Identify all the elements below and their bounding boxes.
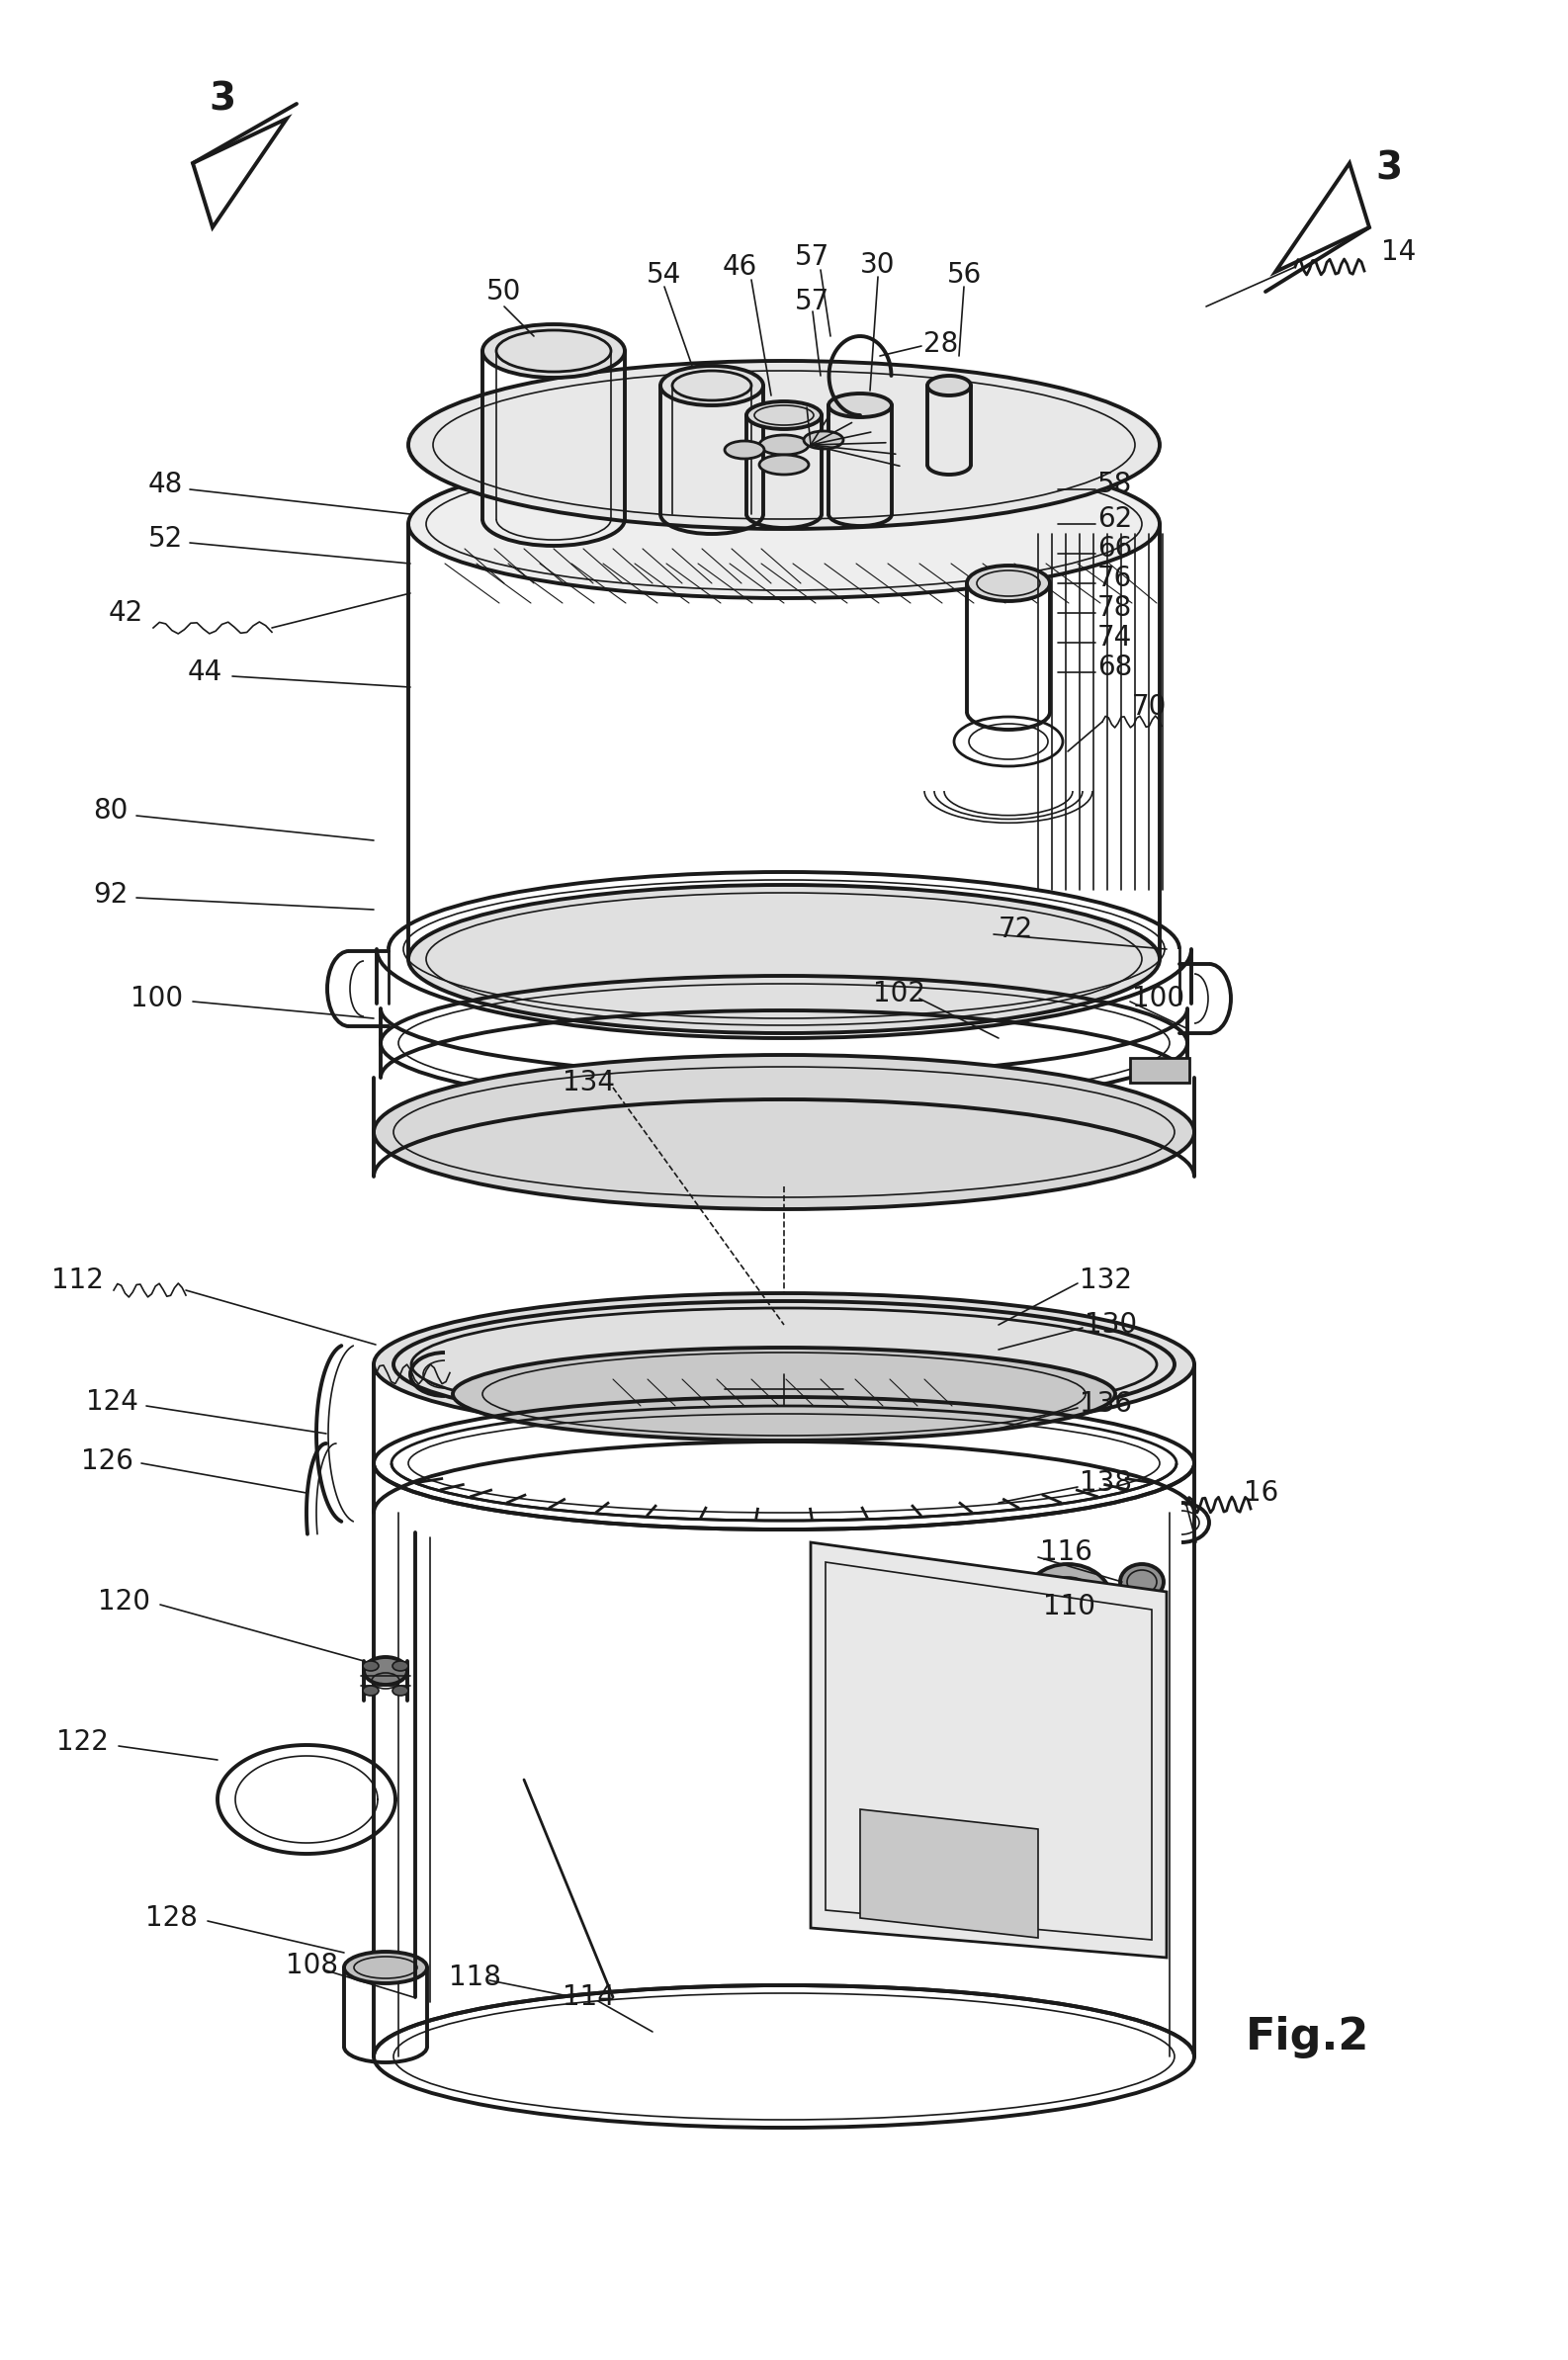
Text: 112: 112 — [52, 1267, 103, 1293]
Ellipse shape — [952, 1657, 967, 1666]
Text: 14: 14 — [1381, 238, 1416, 267]
Ellipse shape — [660, 366, 764, 406]
Ellipse shape — [746, 401, 822, 430]
Ellipse shape — [408, 885, 1160, 1034]
Ellipse shape — [392, 1685, 408, 1694]
Ellipse shape — [408, 451, 1160, 597]
Ellipse shape — [862, 1711, 878, 1720]
Text: 108: 108 — [285, 1952, 337, 1980]
Ellipse shape — [927, 375, 971, 396]
Text: 136: 136 — [1080, 1390, 1132, 1418]
Ellipse shape — [862, 1657, 878, 1666]
Ellipse shape — [483, 323, 624, 378]
Text: 56: 56 — [947, 262, 982, 288]
Text: 57: 57 — [795, 288, 829, 316]
Ellipse shape — [1024, 1565, 1112, 1640]
Ellipse shape — [828, 394, 892, 418]
Text: 128: 128 — [146, 1905, 198, 1933]
Ellipse shape — [1120, 1565, 1163, 1600]
Text: 66: 66 — [1098, 536, 1132, 562]
Text: 100: 100 — [1132, 984, 1184, 1012]
Ellipse shape — [392, 1661, 408, 1671]
Text: 57: 57 — [795, 243, 829, 271]
Ellipse shape — [1038, 1576, 1098, 1626]
Text: 58: 58 — [1098, 470, 1132, 498]
Ellipse shape — [373, 1293, 1195, 1435]
Text: 138: 138 — [1080, 1470, 1132, 1496]
Text: 68: 68 — [1098, 654, 1132, 682]
Text: 54: 54 — [648, 262, 682, 288]
Text: 48: 48 — [147, 470, 183, 498]
Text: 76: 76 — [1098, 564, 1132, 592]
Ellipse shape — [362, 1661, 378, 1671]
Bar — [1131, 1057, 1190, 1083]
Text: 62: 62 — [1098, 505, 1132, 533]
Text: 72: 72 — [999, 916, 1033, 944]
Text: 122: 122 — [56, 1728, 108, 1756]
Text: 28: 28 — [924, 330, 958, 359]
Text: 46: 46 — [723, 253, 757, 281]
Text: 92: 92 — [94, 880, 129, 909]
Text: 3: 3 — [209, 80, 235, 118]
Text: 3: 3 — [1375, 149, 1402, 186]
Text: 102: 102 — [873, 979, 925, 1008]
Ellipse shape — [453, 1348, 1115, 1440]
Text: 70: 70 — [1132, 694, 1167, 720]
Text: 52: 52 — [147, 524, 183, 552]
Ellipse shape — [906, 1765, 922, 1775]
Text: 120: 120 — [97, 1588, 151, 1617]
Ellipse shape — [967, 566, 1051, 602]
Text: 100: 100 — [130, 984, 183, 1012]
Ellipse shape — [906, 1820, 922, 1829]
Ellipse shape — [952, 1711, 967, 1720]
Ellipse shape — [724, 441, 764, 458]
Ellipse shape — [408, 361, 1160, 529]
Ellipse shape — [862, 1820, 878, 1829]
Ellipse shape — [373, 1055, 1195, 1208]
Text: 74: 74 — [1098, 623, 1132, 651]
Text: 78: 78 — [1098, 595, 1132, 623]
Ellipse shape — [804, 432, 844, 448]
Ellipse shape — [759, 434, 809, 455]
Ellipse shape — [862, 1765, 878, 1775]
Text: 80: 80 — [94, 798, 129, 824]
Text: 114: 114 — [561, 1982, 615, 2011]
Text: 134: 134 — [561, 1069, 615, 1097]
Polygon shape — [811, 1543, 1167, 1956]
Text: 126: 126 — [82, 1447, 133, 1475]
Text: 30: 30 — [861, 250, 895, 278]
Text: 116: 116 — [1040, 1539, 1093, 1567]
Ellipse shape — [362, 1685, 378, 1694]
Ellipse shape — [759, 455, 809, 474]
Text: 118: 118 — [448, 1964, 500, 1992]
Text: 16: 16 — [1243, 1480, 1278, 1506]
Ellipse shape — [906, 1711, 922, 1720]
Ellipse shape — [343, 1952, 426, 1982]
Polygon shape — [861, 1810, 1038, 1938]
Ellipse shape — [952, 1765, 967, 1775]
Text: 130: 130 — [1085, 1312, 1137, 1338]
Text: 42: 42 — [108, 599, 143, 628]
Ellipse shape — [364, 1657, 408, 1685]
Text: 44: 44 — [188, 658, 223, 687]
Ellipse shape — [952, 1820, 967, 1829]
Text: 110: 110 — [1043, 1593, 1096, 1621]
Text: 124: 124 — [86, 1388, 138, 1416]
Text: Fig.2: Fig.2 — [1245, 2015, 1370, 2058]
Ellipse shape — [906, 1657, 922, 1666]
Text: 50: 50 — [486, 278, 522, 304]
Text: 132: 132 — [1080, 1267, 1132, 1293]
